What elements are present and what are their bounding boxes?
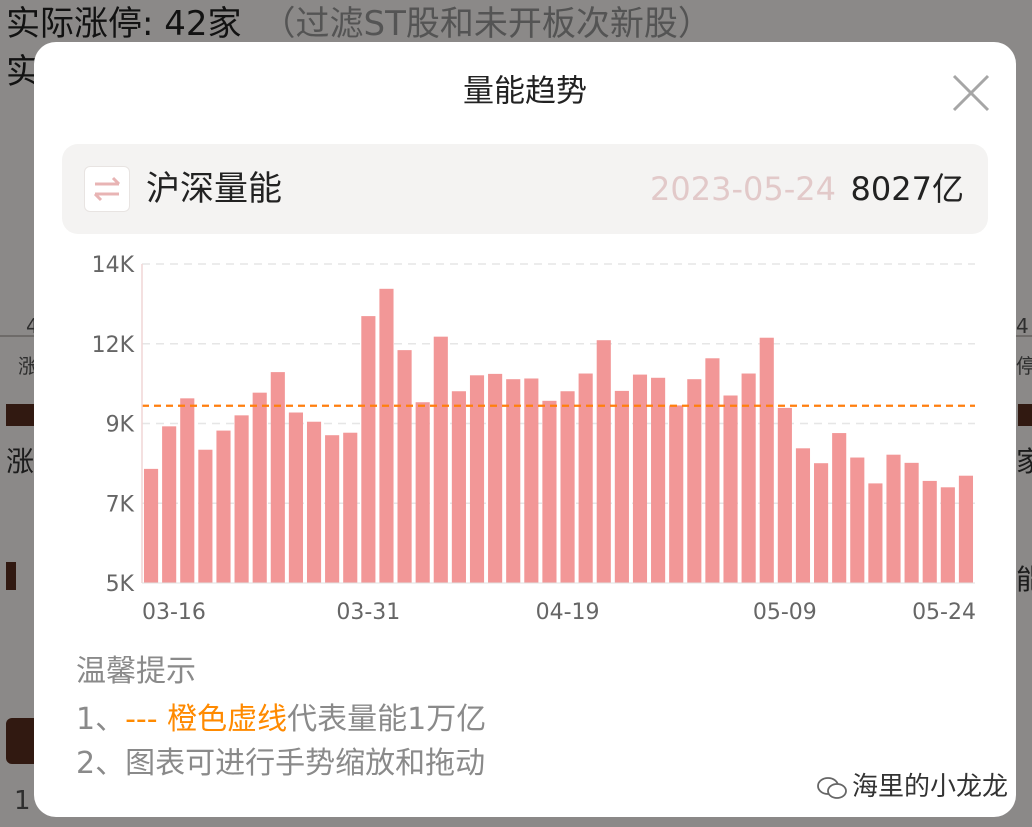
- volume-bar-chart[interactable]: 5K 7K 9K 12K 14K 03-16 03-31 04-19 05-09 05-24: [34, 42, 1016, 642]
- volume-bar: [162, 426, 177, 583]
- x-tick-label: 04-19: [536, 600, 600, 625]
- volume-bar: [451, 391, 466, 583]
- volume-trend-modal: 量能趋势 沪深量能 2023-05-24 8027亿 5K 7K 9K 12K 14K 0…: [34, 42, 1016, 817]
- swap-arrows-icon: [93, 176, 121, 202]
- bg-left-tag-3: 涨: [6, 445, 35, 478]
- volume-bar: [795, 448, 811, 583]
- volume-bar: [958, 475, 974, 583]
- chart-axes: 5K 7K 9K 12K 14K 03-16 03-31 04-19 05-09 05-24: [92, 253, 976, 625]
- volume-bar: [596, 340, 611, 583]
- bg-dark-mark-left: [6, 562, 16, 590]
- bg-right-tag-2: 停: [1016, 354, 1032, 378]
- bg-dark-button-left: [6, 718, 34, 764]
- volume-bar: [198, 449, 213, 583]
- volume-bar: [488, 373, 503, 583]
- wechat-icon: [817, 776, 847, 799]
- volume-bar: [288, 412, 303, 583]
- volume-bar: [433, 336, 448, 583]
- bg-right-tag-3: 家: [1016, 445, 1032, 478]
- y-tick-label: 7K: [106, 492, 135, 517]
- volume-bar: [922, 480, 937, 583]
- watermark: 海里的小龙龙: [816, 766, 1008, 803]
- volume-bar: [143, 468, 159, 583]
- volume-bar: [343, 432, 358, 583]
- volume-bar: [705, 358, 720, 583]
- volume-bar: [270, 372, 285, 583]
- market-selector-card[interactable]: 沪深量能 2023-05-24 8027亿: [62, 144, 988, 234]
- volume-bar: [832, 433, 847, 583]
- volume-bar: [180, 398, 195, 583]
- bg-divider-left: [0, 335, 40, 337]
- y-tick-label: 5K: [106, 572, 135, 597]
- volume-bar: [325, 435, 340, 583]
- swap-market-button[interactable]: [84, 166, 130, 212]
- volume-bar: [542, 400, 557, 583]
- volume-bar: [361, 316, 376, 583]
- volume-bar: [379, 288, 394, 583]
- volume-bar: [397, 350, 412, 583]
- y-tick-label: 14K: [92, 253, 135, 278]
- bg-divider-right: [1010, 335, 1032, 337]
- bg-limit-up-count: 实际涨停: 42家 （过滤ST股和未开板次新股）: [6, 4, 712, 44]
- volume-bar: [614, 390, 629, 583]
- bg-right-tag-1: 4: [1016, 314, 1029, 338]
- volume-bar: [687, 379, 702, 583]
- close-button[interactable]: [950, 72, 992, 114]
- selected-date: 2023-05-24: [650, 170, 836, 208]
- volume-bar: [216, 430, 231, 583]
- bg-dark-bar-left: [6, 404, 34, 426]
- volume-bar: [850, 457, 865, 583]
- volume-bar: [868, 483, 883, 583]
- volume-bar: [741, 373, 756, 583]
- volume-bar: [651, 377, 666, 583]
- volume-bar: [669, 405, 684, 583]
- volume-bar: [723, 395, 738, 583]
- bg-left-tag-4: 1: [14, 786, 31, 816]
- close-icon: [952, 74, 990, 112]
- x-tick-label: 03-16: [142, 600, 206, 625]
- volume-bar: [632, 374, 648, 583]
- chart-gridlines: [142, 263, 975, 504]
- bg-left-tag-2: 涨: [18, 354, 38, 378]
- volume-bar: [578, 373, 593, 583]
- x-tick-label: 05-24: [912, 600, 976, 625]
- tip-2: 2、图表可进行手势缩放和拖动: [76, 746, 486, 781]
- market-label: 沪深量能: [146, 169, 282, 209]
- bg-dark-bar-right: [1018, 404, 1032, 426]
- volume-bar: [306, 421, 322, 583]
- volume-bar: [940, 487, 955, 583]
- volume-bar: [814, 463, 829, 583]
- tip-orange-dashed-line: --- 橙色虚线: [125, 702, 288, 737]
- y-tick-label: 9K: [106, 413, 135, 438]
- modal-title: 量能趋势: [463, 73, 587, 110]
- volume-bar: [904, 462, 919, 583]
- volume-bar: [560, 391, 575, 583]
- x-tick-label: 05-09: [753, 600, 817, 625]
- volume-bar: [234, 415, 249, 583]
- volume-bar: [415, 402, 430, 583]
- volume-bar: [777, 407, 792, 583]
- x-tick-label: 03-31: [336, 600, 400, 625]
- volume-bar: [524, 378, 539, 583]
- tip-1: 1、--- 橙色虚线代表量能1万亿: [76, 702, 487, 737]
- volume-bar: [506, 379, 521, 583]
- volume-bar: [886, 454, 901, 583]
- tips-title: 温馨提示: [76, 654, 196, 689]
- volume-bar: [759, 337, 774, 583]
- selected-volume-value: 8027亿: [850, 170, 964, 208]
- bg-right-tag-4: 能: [1016, 563, 1032, 596]
- y-tick-label: 12K: [92, 333, 135, 358]
- volume-bar: [252, 392, 267, 583]
- chart-bars: [143, 288, 974, 583]
- volume-bar: [469, 375, 485, 583]
